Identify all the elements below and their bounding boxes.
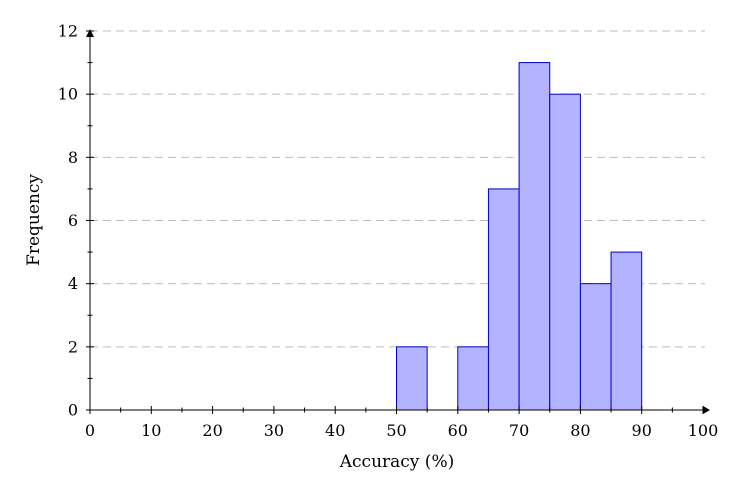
x-tick-label-50: 50 [386,421,406,440]
ticks: 0 10 20 30 40 50 60 70 80 90 100 0 2 4 6 8 10 12 [58,22,719,441]
y-tick-label-12: 12 [58,22,78,41]
y-tick-label-4: 4 [68,274,78,293]
y-tick-label-6: 6 [68,211,78,230]
bar-75-80 [549,93,581,411]
y-axis-arrow [86,29,94,37]
y-axis-title: Frequency [24,174,44,266]
bar-65-70 [487,188,520,411]
y-tick-label-0: 0 [68,401,78,420]
y-tick-label-2: 2 [68,337,78,356]
x-tick-label-0: 0 [85,421,95,440]
x-tick-label-30: 30 [264,421,284,440]
x-tick-label-90: 90 [632,421,652,440]
y-tick-label-10: 10 [58,85,78,104]
x-axis-arrow [703,406,710,414]
x-tick-label-10: 10 [141,421,161,440]
bar-85-90 [610,251,643,411]
y-tick-label-8: 8 [68,148,78,167]
bar-50-55 [396,346,428,411]
bars [396,62,643,411]
x-tick-label-60: 60 [448,421,468,440]
bar-80-85 [579,283,612,411]
x-tick-label-100: 100 [688,421,719,440]
bar-60-65 [457,346,489,411]
x-tick-label-70: 70 [509,421,529,440]
x-axis-title: Accuracy (%) [339,452,454,472]
x-tick-label-20: 20 [202,421,222,440]
x-tick-label-40: 40 [325,421,345,440]
x-tick-label-80: 80 [570,421,590,440]
bar-70-75 [518,62,551,411]
